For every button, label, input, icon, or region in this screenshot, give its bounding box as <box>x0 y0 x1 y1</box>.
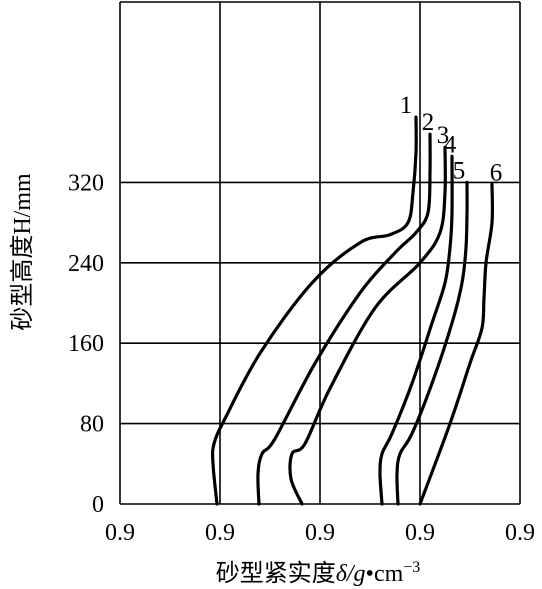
x-axis-title: 砂型紧实度δ/g•cm−3 <box>216 559 421 587</box>
y-tick-label: 0 <box>92 492 104 518</box>
curve-5 <box>395 180 469 506</box>
x-axis-title-main: 砂型紧实度 <box>216 560 336 587</box>
x-tick-label: 0.9 <box>205 520 235 546</box>
x-axis-title-unit: /g <box>345 561 366 587</box>
curves <box>210 115 495 506</box>
x-axis-title-dot: • <box>366 561 374 587</box>
y-tick-labels: 0 80 160 240 320 <box>68 170 104 518</box>
x-tick-label: 0.9 <box>305 520 335 546</box>
curve-label-5: 5 <box>453 157 466 184</box>
y-axis-title: 砂型高度H/mm <box>9 173 36 331</box>
curve-2 <box>256 132 432 506</box>
x-tick-labels: 0.9 0.9 0.9 0.9 0.9 <box>105 520 535 546</box>
curve-3 <box>288 145 447 506</box>
grid <box>119 1 521 505</box>
curve-6 <box>418 182 495 506</box>
curve-label-4: 4 <box>444 131 457 158</box>
x-axis-title-exp: −3 <box>403 559 420 576</box>
curve-4 <box>378 154 454 506</box>
y-tick-label: 320 <box>68 170 104 196</box>
curve-1 <box>210 115 418 506</box>
curve-label-3: 3 <box>437 122 450 149</box>
y-tick-label: 240 <box>68 251 104 277</box>
curve-label-1: 1 <box>400 92 413 119</box>
curve-label-6: 6 <box>490 159 503 186</box>
x-axis-title-unit2: cm <box>374 561 404 587</box>
x-tick-label: 0.9 <box>105 520 135 546</box>
x-axis-title-symbol: δ <box>336 561 348 587</box>
x-tick-label: 0.9 <box>505 520 535 546</box>
y-tick-label: 160 <box>68 331 104 357</box>
y-tick-label: 80 <box>80 412 104 438</box>
curve-labels: 12 345 6 <box>400 92 503 186</box>
curve-label-2: 2 <box>422 109 435 136</box>
x-tick-label: 0.9 <box>405 520 435 546</box>
